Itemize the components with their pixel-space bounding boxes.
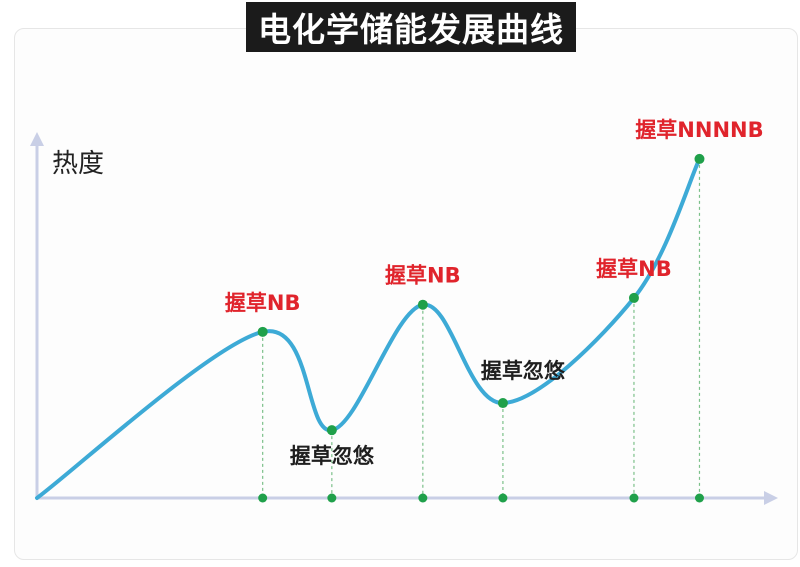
axis-marker bbox=[418, 493, 428, 503]
y-axis-arrow bbox=[30, 132, 44, 146]
data-point bbox=[497, 398, 508, 409]
axis-marker bbox=[498, 493, 508, 503]
chart-frame bbox=[14, 28, 798, 560]
peak-annotation: 握草NNNNB bbox=[635, 118, 763, 142]
peak-annotation: 握草NB bbox=[385, 264, 461, 288]
peak-annotation: 握草NB bbox=[225, 291, 301, 315]
data-point bbox=[694, 153, 705, 164]
trough-annotation: 握草忽悠 bbox=[481, 359, 566, 383]
trough-annotation: 握草忽悠 bbox=[290, 444, 375, 468]
axis-marker bbox=[694, 493, 704, 503]
data-point bbox=[257, 326, 268, 337]
peak-annotation: 握草NB bbox=[596, 257, 672, 281]
axis-marker bbox=[629, 493, 639, 503]
chart-title: 电化学储能发展曲线 bbox=[246, 2, 576, 52]
axis-marker bbox=[258, 493, 268, 503]
data-point bbox=[628, 292, 639, 303]
x-axis-arrow bbox=[764, 491, 778, 505]
y-axis-label: 热度 bbox=[52, 149, 104, 179]
data-point bbox=[326, 425, 337, 436]
data-point bbox=[417, 299, 428, 310]
axis-marker bbox=[327, 493, 337, 503]
